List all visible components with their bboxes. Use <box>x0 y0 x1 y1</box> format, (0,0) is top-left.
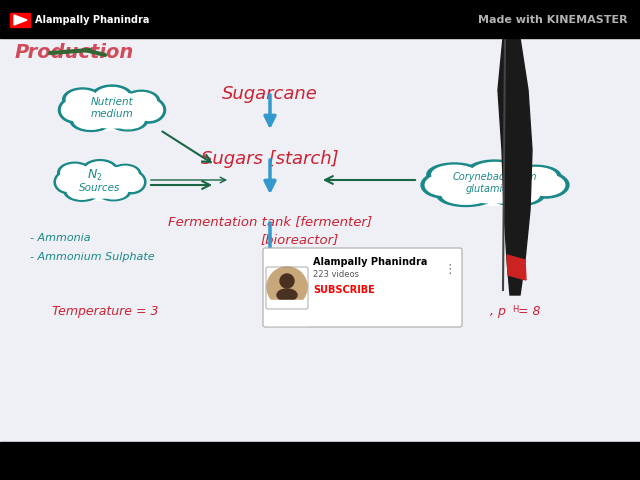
Ellipse shape <box>108 110 148 131</box>
Ellipse shape <box>112 166 138 182</box>
Text: Corynebacterium
glutamicum: Corynebacterium glutamicum <box>452 172 537 194</box>
Text: Sugars [starch]: Sugars [starch] <box>201 150 339 168</box>
Polygon shape <box>498 38 532 295</box>
Ellipse shape <box>466 160 524 184</box>
Bar <box>0 442 640 480</box>
Ellipse shape <box>91 85 133 109</box>
Circle shape <box>267 267 307 307</box>
Circle shape <box>280 274 294 288</box>
Ellipse shape <box>63 88 102 111</box>
Ellipse shape <box>58 97 92 123</box>
Bar <box>10 13 30 27</box>
Text: Alampally Phanindra: Alampally Phanindra <box>313 257 428 267</box>
Ellipse shape <box>61 99 89 120</box>
Ellipse shape <box>277 289 297 301</box>
Ellipse shape <box>522 172 569 198</box>
Ellipse shape <box>427 163 482 186</box>
Text: 2: 2 <box>97 173 101 182</box>
Text: Nutrient
medium: Nutrient medium <box>91 97 133 119</box>
Ellipse shape <box>54 170 83 194</box>
Text: - Ammonium Sulphate: - Ammonium Sulphate <box>30 252 155 262</box>
Ellipse shape <box>421 172 467 198</box>
Ellipse shape <box>85 162 115 180</box>
Bar <box>0 0 640 38</box>
Bar <box>267 300 307 325</box>
Text: 223 videos: 223 videos <box>313 270 359 279</box>
Ellipse shape <box>510 165 561 187</box>
Ellipse shape <box>425 175 463 195</box>
Text: - Ammonia: - Ammonia <box>30 233 91 243</box>
Text: [bioreactor]: [bioreactor] <box>261 233 339 246</box>
Polygon shape <box>507 255 526 280</box>
Bar <box>0 38 640 442</box>
Text: Production: Production <box>15 43 134 62</box>
Ellipse shape <box>67 90 157 130</box>
Text: , p: , p <box>490 305 506 318</box>
Ellipse shape <box>494 187 540 204</box>
Ellipse shape <box>123 90 160 112</box>
Ellipse shape <box>82 160 118 181</box>
Ellipse shape <box>64 181 100 201</box>
Ellipse shape <box>58 162 92 183</box>
Ellipse shape <box>67 90 99 109</box>
Text: Sugarcane: Sugarcane <box>222 85 318 103</box>
Ellipse shape <box>489 185 544 206</box>
Ellipse shape <box>132 97 166 123</box>
Text: ⋮: ⋮ <box>443 263 456 276</box>
FancyBboxPatch shape <box>263 248 462 327</box>
Ellipse shape <box>515 168 556 185</box>
Text: Sources: Sources <box>79 183 121 193</box>
Ellipse shape <box>433 165 557 205</box>
Text: Fermentation tank [fermenter]: Fermentation tank [fermenter] <box>168 215 372 228</box>
Ellipse shape <box>95 87 129 107</box>
Text: = 8: = 8 <box>518 305 541 318</box>
Ellipse shape <box>135 99 163 120</box>
Text: N: N <box>87 168 97 180</box>
Ellipse shape <box>57 173 80 192</box>
Ellipse shape <box>442 187 490 204</box>
Ellipse shape <box>432 165 477 184</box>
Ellipse shape <box>471 163 519 182</box>
Ellipse shape <box>67 183 97 199</box>
Ellipse shape <box>74 112 108 129</box>
Text: Alampally Phanindra: Alampally Phanindra <box>35 15 149 25</box>
Ellipse shape <box>72 92 152 128</box>
Text: H: H <box>512 305 518 314</box>
Ellipse shape <box>111 112 144 129</box>
Polygon shape <box>14 15 27 25</box>
Ellipse shape <box>120 173 143 192</box>
Ellipse shape <box>109 164 141 184</box>
Ellipse shape <box>61 164 89 181</box>
Ellipse shape <box>99 184 127 199</box>
Ellipse shape <box>437 184 495 206</box>
Ellipse shape <box>70 109 112 132</box>
Ellipse shape <box>97 182 131 201</box>
Ellipse shape <box>126 93 156 110</box>
Text: Temperature = 3: Temperature = 3 <box>52 305 159 318</box>
Ellipse shape <box>61 164 138 200</box>
Text: Made with KINEMASTER: Made with KINEMASTER <box>478 15 628 25</box>
Ellipse shape <box>67 166 134 198</box>
Ellipse shape <box>527 175 564 195</box>
Ellipse shape <box>117 170 146 194</box>
Text: SUBSCRIBE: SUBSCRIBE <box>313 285 375 295</box>
Ellipse shape <box>440 167 549 203</box>
